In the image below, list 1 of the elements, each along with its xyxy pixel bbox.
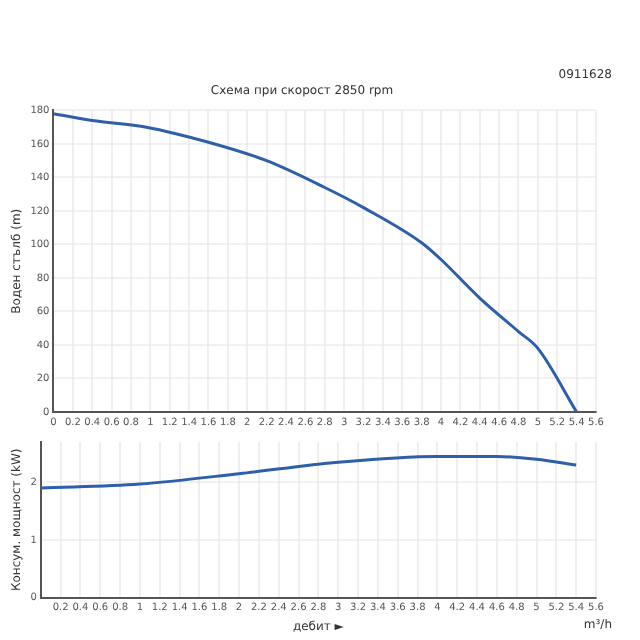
line-series — [40, 454, 578, 490]
